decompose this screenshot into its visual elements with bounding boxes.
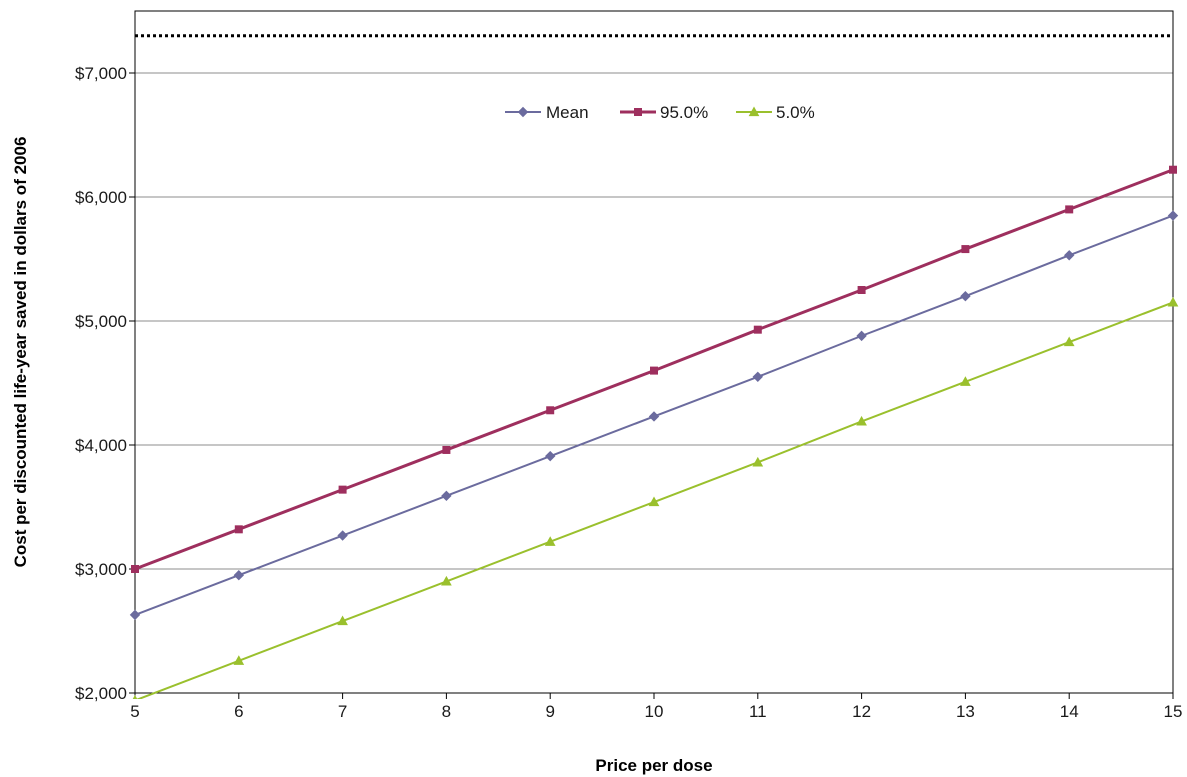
y-tick-label: $4,000 (75, 436, 127, 455)
series-layer (129, 165, 1179, 699)
data-point (1063, 250, 1075, 261)
legend-entry: Mean (505, 103, 589, 122)
data-point (337, 615, 348, 626)
gridlines (135, 72, 1173, 694)
data-point (752, 371, 764, 383)
x-tick-label: 11 (749, 702, 767, 721)
data-point (1167, 296, 1179, 307)
data-point (1169, 165, 1177, 174)
y-axis-ticks: $2,000 $3,000 $4,000 $5,000 $6,000 $7,000 (75, 64, 135, 703)
y-tick-label: $7,000 (75, 64, 127, 83)
data-point (960, 290, 971, 302)
y-axis-title: Cost per discounted life-year saved in d… (11, 137, 30, 568)
series-5-0- (132, 296, 1179, 699)
legend-label: 5.0% (776, 103, 815, 122)
data-point (442, 445, 451, 454)
data-point (544, 536, 556, 546)
data-point (960, 376, 971, 386)
data-point (546, 406, 555, 415)
data-point (233, 655, 245, 665)
y-tick-label: $2,000 (75, 684, 127, 703)
y-tick-label: $3,000 (75, 560, 127, 579)
legend-label: 95.0% (660, 103, 708, 122)
x-tick-label: 5 (130, 702, 139, 721)
x-tick-label: 13 (956, 702, 975, 721)
legend-label: Mean (546, 103, 589, 122)
data-point (856, 415, 867, 426)
legend-marker (517, 106, 529, 118)
data-point (234, 525, 243, 534)
data-point (441, 490, 452, 502)
data-point (648, 411, 660, 422)
data-point (856, 330, 867, 342)
data-point (1063, 336, 1075, 347)
legend-marker (748, 106, 760, 117)
x-axis-title: Price per dose (595, 756, 712, 775)
data-point (132, 694, 138, 699)
data-point (753, 325, 762, 334)
data-point (544, 450, 556, 462)
legend-marker (634, 108, 642, 116)
x-tick-label: 10 (645, 702, 664, 721)
data-point (752, 456, 764, 467)
data-point (441, 575, 452, 586)
x-axis-ticks: 5 6 7 8 9 10 11 12 13 14 15 (130, 693, 1182, 721)
x-tick-label: 9 (545, 702, 554, 721)
data-point (338, 485, 347, 494)
data-point (129, 609, 141, 621)
data-point (650, 366, 658, 375)
data-point (857, 286, 866, 294)
series-95-0- (131, 165, 1177, 573)
x-tick-label: 6 (234, 702, 243, 721)
y-tick-label: $6,000 (75, 188, 127, 207)
y-tick-label: $5,000 (75, 312, 127, 331)
data-point (648, 496, 660, 507)
data-point (233, 569, 245, 581)
data-point (1065, 205, 1074, 214)
legend-entry: 5.0% (736, 103, 815, 122)
x-tick-label: 7 (338, 702, 347, 721)
data-point (131, 565, 139, 573)
x-tick-label: 8 (442, 702, 451, 721)
x-tick-label: 14 (1060, 702, 1079, 721)
data-point (337, 530, 348, 541)
data-point (961, 245, 970, 254)
legend-entry: 95.0% (620, 103, 708, 122)
x-tick-label: 15 (1164, 702, 1183, 721)
data-point (1167, 210, 1179, 221)
legend: Mean 95.0% 5.0% (505, 103, 815, 122)
x-tick-label: 12 (852, 702, 871, 721)
series-mean (129, 210, 1179, 621)
